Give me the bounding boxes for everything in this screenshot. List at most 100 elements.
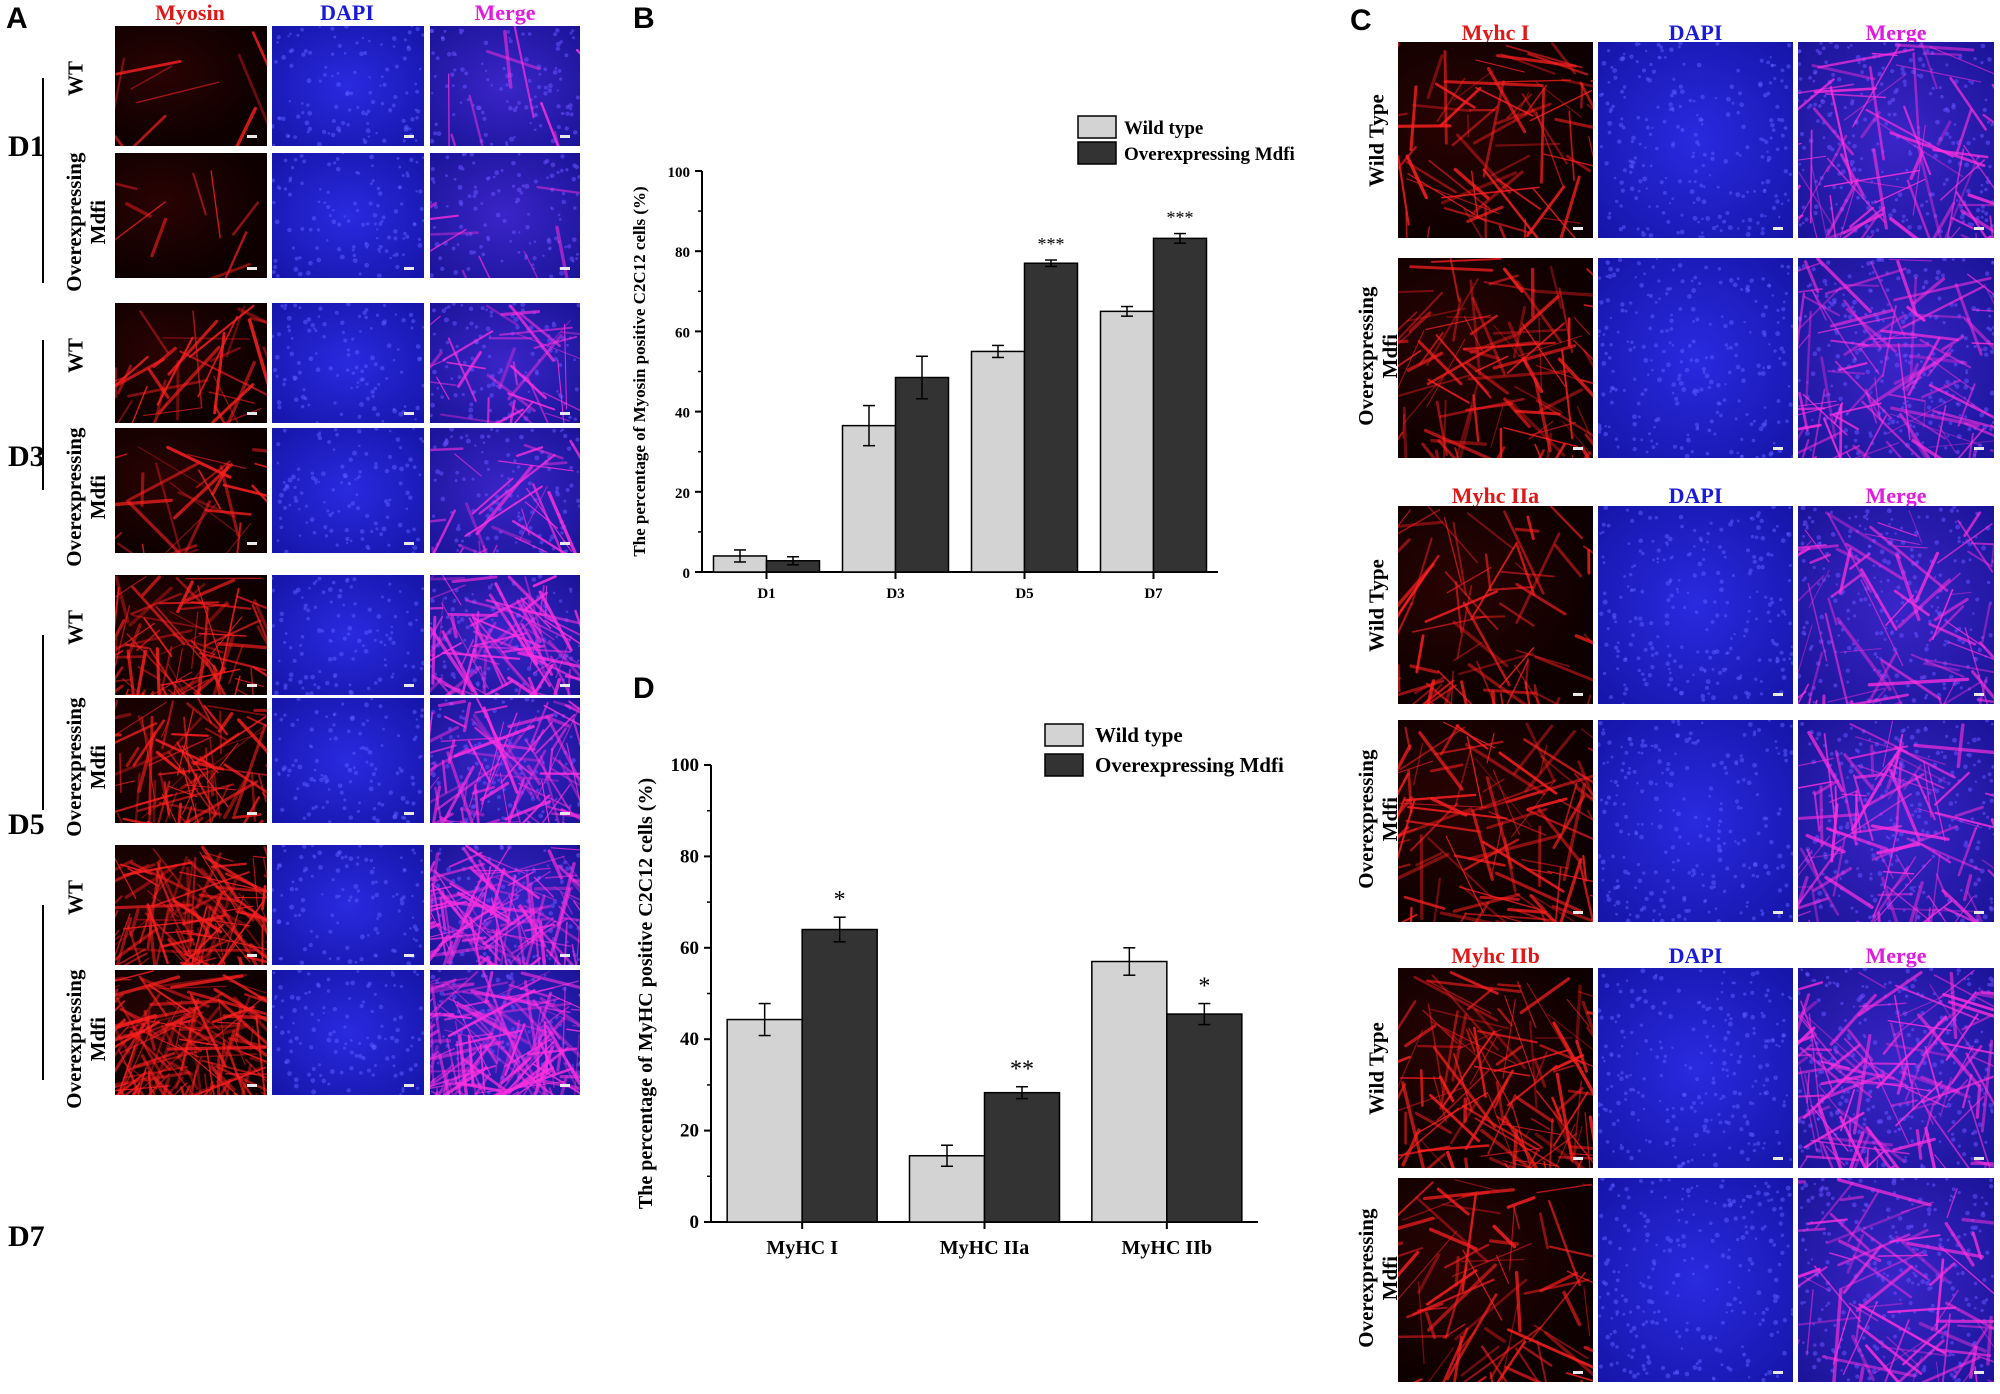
micrograph-blue [272, 303, 424, 423]
panel-a-col-myosin: Myosin [155, 0, 225, 25]
micrograph-red [1398, 506, 1593, 704]
scale-bar [404, 267, 414, 270]
panel-a-day-label: D3 [8, 440, 45, 473]
row-label-wild-type: Wild Type [1364, 559, 1389, 652]
panel-a-letter: A [6, 2, 28, 35]
legend-label: Wild type [1124, 118, 1203, 139]
panel-c-col-label: DAPI [1668, 943, 1723, 968]
legend-swatch [1044, 753, 1084, 777]
bar [1023, 262, 1079, 573]
row-label-line2: Mdfi [1378, 333, 1402, 379]
significance-annotation: * [1198, 974, 1210, 1000]
row-label-wt: WT [63, 880, 88, 916]
scale-bar [1773, 447, 1783, 450]
row-bracket [42, 340, 44, 490]
micrograph-merge [430, 970, 580, 1095]
row-label-line2: Mdfi [86, 744, 110, 790]
bar [1166, 1013, 1243, 1223]
row-label-wild-type: Wild Type [1364, 1022, 1389, 1115]
y-tick-label: 80 [675, 245, 690, 261]
scale-bar [404, 812, 414, 815]
micrograph-merge [430, 303, 580, 423]
row-label-overexpressing: Overexpressing Mdfi [1354, 729, 1402, 909]
scale-bar [404, 684, 414, 687]
row-label-wild-type: Wild Type [1364, 94, 1389, 187]
row-bracket [42, 905, 44, 1080]
row-label-overexpressing: Overexpressing Mdfi [62, 959, 110, 1119]
micrograph-merge [430, 575, 580, 695]
legend-label: Overexpressing Mdfi [1095, 753, 1284, 777]
row-label-line2: Mdfi [86, 199, 110, 245]
row-label-overexpressing: Overexpressing Mdfi [1354, 266, 1402, 446]
bar [726, 1018, 803, 1223]
y-tick-label: 80 [680, 846, 699, 867]
scale-bar [247, 267, 257, 270]
micrograph-blue [272, 698, 424, 823]
micrograph-red [1398, 258, 1593, 458]
row-label-line2: Mdfi [86, 1016, 110, 1062]
micrograph-blue [272, 970, 424, 1095]
scale-bar [1573, 1371, 1583, 1374]
y-tick-label: 100 [671, 755, 700, 776]
scale-bar [1974, 1157, 1984, 1160]
scale-bar [1773, 1157, 1783, 1160]
panel-c-col-label: Merge [1865, 20, 1927, 45]
row-label-line1: Overexpressing [61, 969, 86, 1109]
micrograph-merge [1798, 720, 1994, 922]
scale-bar [247, 412, 257, 415]
scale-bar [247, 954, 257, 957]
scale-bar [247, 684, 257, 687]
row-label-line1: Overexpressing [1353, 749, 1378, 889]
y-tick-label: 20 [680, 1121, 699, 1142]
row-label-line2: Mdfi [1378, 796, 1402, 842]
row-label-line1: Overexpressing [61, 697, 86, 837]
bar [1152, 237, 1208, 573]
micrograph-blue [1598, 968, 1793, 1168]
micrograph-red [115, 575, 267, 695]
row-label-overexpressing: Overexpressing Mdfi [1354, 1188, 1402, 1368]
micrograph-merge [1798, 258, 1994, 458]
row-label-line2: Mdfi [1378, 1255, 1402, 1301]
micrograph-blue [272, 575, 424, 695]
micrograph-blue [272, 153, 424, 278]
y-axis-label: The percentage of Myosin positive C2C12 … [630, 186, 649, 556]
panel-a-day-label: D5 [8, 808, 45, 841]
panel-c-col-label: Myhc I [1461, 20, 1530, 45]
scale-bar [1974, 447, 1984, 450]
micrograph-merge [1798, 42, 1994, 238]
legend-label: Wild type [1095, 723, 1183, 747]
micrograph-merge [430, 845, 580, 965]
row-label-line1: Overexpressing [61, 427, 86, 567]
panel-a-day-label: D1 [8, 130, 45, 163]
row-label-overexpressing: Overexpressing Mdfi [62, 142, 110, 302]
micrograph-red [115, 303, 267, 423]
bar [970, 350, 1026, 573]
y-tick-label: 20 [675, 486, 690, 502]
row-label-wt: WT [63, 61, 88, 97]
row-label-line1: Overexpressing [1353, 286, 1378, 426]
scale-bar [1974, 227, 1984, 230]
panel-d-letter: D [633, 672, 655, 705]
scale-bar [560, 1084, 570, 1087]
scale-bar [560, 812, 570, 815]
micrograph-blue [1598, 258, 1793, 458]
micrograph-red [1398, 1178, 1593, 1382]
row-label-line2: Mdfi [86, 474, 110, 520]
micrograph-merge [430, 698, 580, 823]
micrograph-red [115, 153, 267, 278]
scale-bar [404, 412, 414, 415]
row-label-wt: WT [63, 610, 88, 646]
significance-annotation: *** [1038, 234, 1065, 254]
scale-bar [404, 1084, 414, 1087]
scale-bar [1773, 227, 1783, 230]
y-tick-label: 40 [675, 406, 690, 422]
micrograph-blue [272, 26, 424, 146]
bar [1091, 960, 1168, 1223]
bar [983, 1091, 1061, 1223]
scale-bar [560, 135, 570, 138]
legend-swatch [1044, 723, 1084, 747]
row-label-line1: Overexpressing [1353, 1208, 1378, 1348]
scale-bar [1573, 447, 1583, 450]
x-tick-label: D1 [757, 586, 775, 602]
row-label-overexpressing: Overexpressing Mdfi [62, 687, 110, 847]
